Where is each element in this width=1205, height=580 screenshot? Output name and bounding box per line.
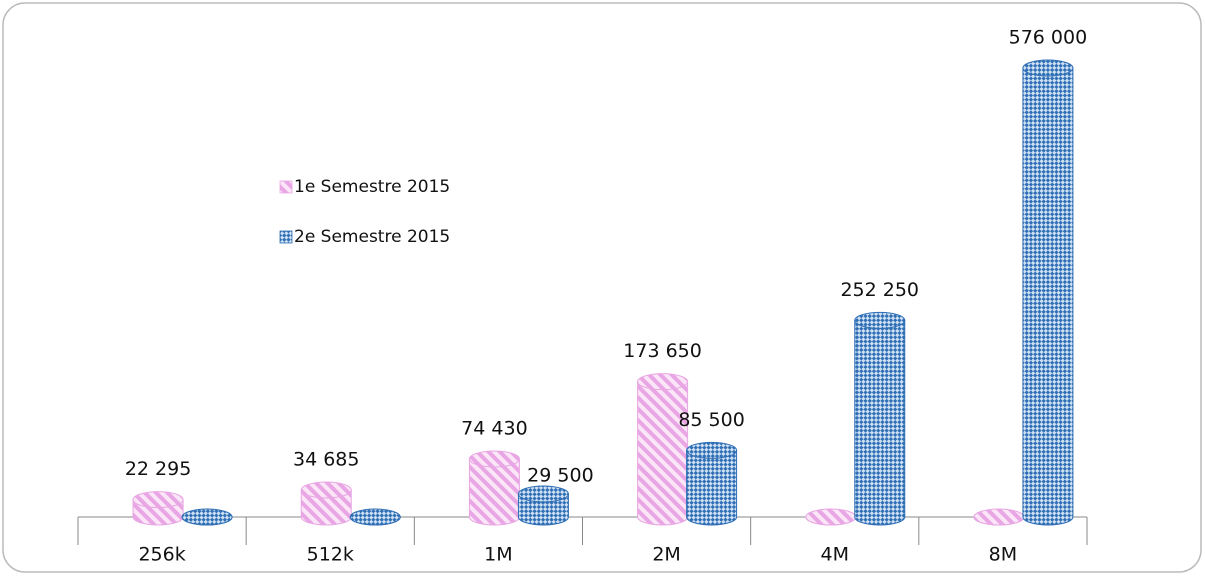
data-label: 576 000 bbox=[1009, 27, 1088, 49]
legend-swatch bbox=[279, 230, 293, 244]
cylinder-body bbox=[517, 493, 569, 526]
data-label: 74 430 bbox=[461, 417, 527, 439]
x-tick-label: 2M bbox=[652, 544, 680, 566]
cylinder-top bbox=[686, 441, 738, 459]
cylinder-top bbox=[300, 481, 352, 499]
cylinder-body bbox=[468, 458, 520, 526]
data-label: 85 500 bbox=[678, 409, 744, 431]
x-tick-label: 1M bbox=[484, 544, 512, 566]
cylinder-top bbox=[132, 491, 184, 509]
cylinder-body bbox=[1022, 67, 1074, 526]
cylinder-top bbox=[637, 373, 689, 391]
data-label: 29 500 bbox=[527, 465, 593, 487]
x-tick-label: 512k bbox=[307, 544, 354, 566]
x-tick-label: 256k bbox=[138, 544, 185, 566]
legend-swatch bbox=[279, 180, 293, 194]
cylinder-body bbox=[686, 449, 738, 526]
data-label: 173 650 bbox=[623, 340, 702, 362]
cylinder-top bbox=[181, 508, 233, 526]
data-label: 252 250 bbox=[840, 279, 919, 301]
legend-label: 2e Semestre 2015 bbox=[294, 227, 450, 247]
cylinder-top bbox=[973, 508, 1025, 526]
legend-label: 1e Semestre 2015 bbox=[294, 177, 450, 197]
cylinder-top bbox=[1022, 59, 1074, 77]
cylinder-top bbox=[805, 508, 857, 526]
cylinder-top bbox=[468, 450, 520, 468]
x-tick-label: 8M bbox=[989, 544, 1017, 566]
cylinder-top bbox=[854, 311, 906, 329]
cylinder-body bbox=[854, 319, 906, 526]
cylinder-body bbox=[637, 381, 689, 526]
cylinder-top bbox=[517, 485, 569, 503]
data-label: 34 685 bbox=[293, 448, 359, 470]
x-tick-label: 4M bbox=[821, 544, 849, 566]
cylinder-top bbox=[349, 508, 401, 526]
data-label: 22 295 bbox=[125, 458, 191, 480]
